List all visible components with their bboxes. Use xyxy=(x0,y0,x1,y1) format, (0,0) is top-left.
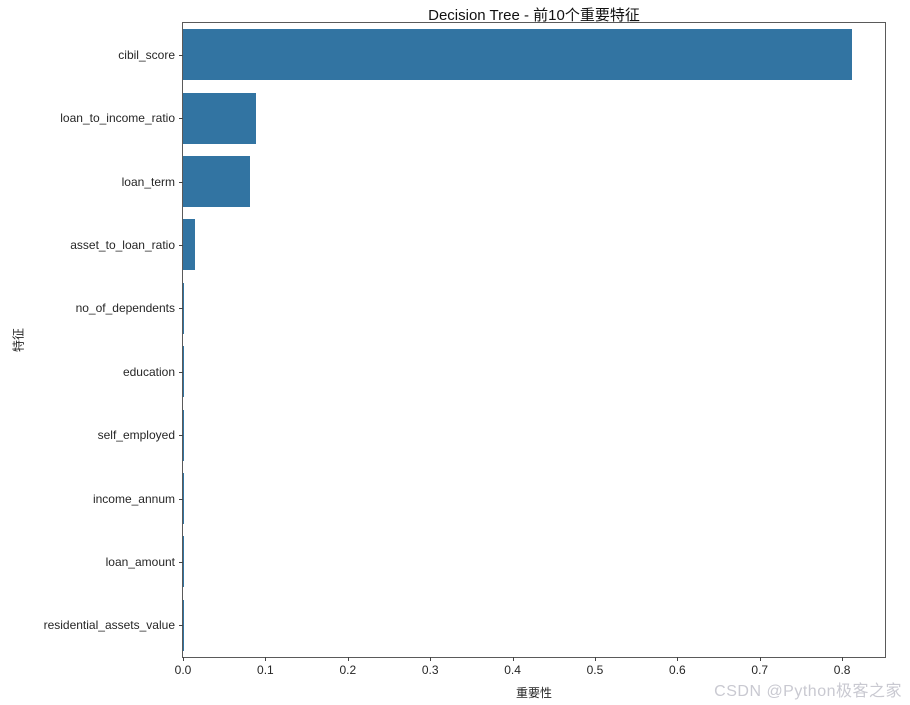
bar-loan_to_income_ratio xyxy=(183,92,256,144)
y-tick-label: loan_term xyxy=(121,174,175,189)
y-tick-label: asset_to_loan_ratio xyxy=(70,237,175,252)
y-tick-mark xyxy=(179,625,183,626)
x-tick-label: 0.6 xyxy=(669,663,686,677)
y-axis-label: 特征 xyxy=(11,327,26,353)
x-tick-mark xyxy=(348,657,349,661)
bar-cibil_score xyxy=(183,29,853,81)
x-tick-label: 0.3 xyxy=(421,663,439,677)
y-tick-mark xyxy=(179,562,183,563)
y-tick-label: residential_assets_value xyxy=(43,618,175,633)
y-tick-mark xyxy=(179,308,183,309)
x-tick-mark xyxy=(513,657,514,661)
x-tick-label: 0.4 xyxy=(504,663,521,677)
y-tick-mark xyxy=(179,372,183,373)
y-tick-mark xyxy=(179,245,183,246)
y-tick-label: self_employed xyxy=(97,428,175,443)
y-tick-label: loan_amount xyxy=(105,554,175,569)
plot-area: cibil_score loan_to_income_ratio loan_term… xyxy=(44,22,886,677)
y-tick-label: cibil_score xyxy=(118,47,175,62)
x-tick-label: 0.1 xyxy=(257,663,274,677)
x-tick-label: 0.7 xyxy=(751,663,769,677)
x-axis-label: 重要性 xyxy=(515,686,552,700)
chart-title: Decision Tree - 前10个重要特征 xyxy=(428,7,640,24)
y-tick-label: education xyxy=(122,364,175,379)
x-tick-mark xyxy=(430,657,431,661)
x-tick-label: 0.5 xyxy=(586,663,604,677)
bar-education xyxy=(183,346,184,398)
x-tick-mark xyxy=(183,657,184,661)
watermark: CSDN @Python极客之家 xyxy=(714,683,902,700)
y-tick-mark xyxy=(179,55,183,56)
bar-loan_term xyxy=(183,156,250,207)
y-tick-label: income_annum xyxy=(92,491,175,506)
x-tick-mark xyxy=(842,657,843,661)
x-tick-label: 0.2 xyxy=(339,663,357,677)
x-tick-mark xyxy=(677,657,678,661)
bar-no_of_dependents xyxy=(183,282,184,334)
x-tick-mark xyxy=(265,657,266,661)
y-tick-label: loan_to_income_ratio xyxy=(60,111,175,126)
y-tick-mark xyxy=(179,182,183,183)
bar-asset_to_loan_ratio xyxy=(183,219,196,271)
x-tick-mark xyxy=(760,657,761,661)
y-tick-label: no_of_dependents xyxy=(75,301,175,316)
y-tick-mark xyxy=(179,435,183,436)
x-tick-label: 0.8 xyxy=(833,663,851,677)
x-tick-mark xyxy=(595,657,596,661)
y-tick-mark xyxy=(179,118,183,119)
y-tick-mark xyxy=(179,499,183,500)
x-tick-label: 0.0 xyxy=(174,663,192,677)
